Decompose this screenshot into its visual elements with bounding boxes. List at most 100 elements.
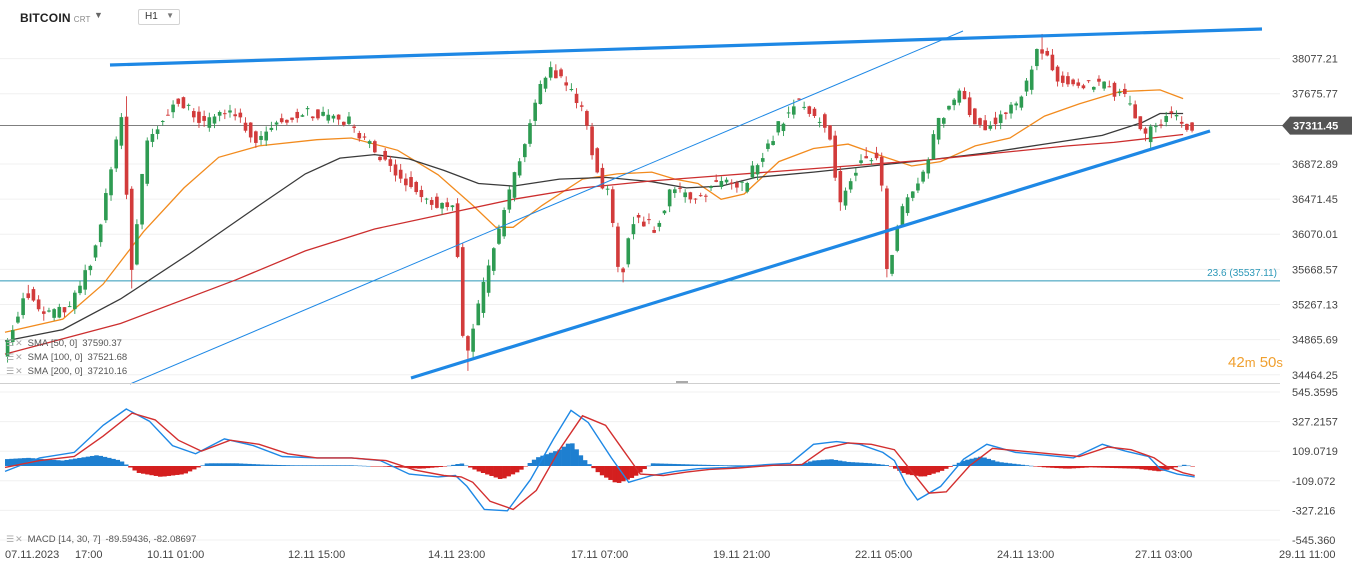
candle-body <box>435 196 439 208</box>
histogram-bar <box>544 454 550 466</box>
candle-body <box>197 111 201 123</box>
histogram-bar <box>582 460 588 466</box>
histogram-bar <box>442 466 448 467</box>
candle-body <box>667 189 672 207</box>
candle-body <box>202 116 206 121</box>
candle-body <box>1050 54 1055 71</box>
candle-body <box>155 129 160 134</box>
candle-body <box>166 114 170 116</box>
sma-100-legend[interactable]: ☰✕ SMA [100, 0] 37521.68 <box>6 352 127 363</box>
histogram-bar <box>591 466 596 469</box>
histogram-bar <box>718 465 724 466</box>
candle-body <box>574 93 579 104</box>
sma-line <box>4 89 1184 333</box>
sma-200-legend[interactable]: ☰✕ SMA [200, 0] 37210.16 <box>6 366 127 377</box>
macd-tick-label: -327.216 <box>1292 505 1335 517</box>
candle-body <box>1097 78 1101 82</box>
timeframe-select[interactable]: H1 ▼ <box>138 9 180 25</box>
price-axis[interactable]: 38077.21 37675.77 36872.89 36471.45 36070.01… <box>1292 54 1338 382</box>
macd-tick-label: -109.072 <box>1292 476 1335 488</box>
lower-channel-trendline[interactable] <box>410 129 1211 380</box>
candle-body <box>497 228 501 244</box>
candle-body <box>57 306 62 318</box>
candle-body <box>279 118 284 123</box>
candle-body <box>1009 104 1013 114</box>
candle-body <box>528 123 532 144</box>
histogram-bar <box>1101 466 1106 468</box>
time-axis[interactable]: 07.11.2023 17:00 10.11 01:00 12.11 15:00 14.… <box>5 549 1335 561</box>
histogram-bar <box>434 466 439 468</box>
macd-axis[interactable]: 545.3595 327.2157 109.0719 -109.072 -327.216… <box>1292 387 1338 547</box>
legend-menu-icon[interactable]: ☰✕ <box>6 366 24 376</box>
candle-body <box>429 200 434 205</box>
candle-body <box>259 135 263 140</box>
candle-body <box>367 141 372 144</box>
histogram-bar <box>888 466 894 467</box>
thin-trendline[interactable] <box>129 30 964 385</box>
candle-body <box>662 210 667 214</box>
histogram-bar <box>918 466 924 477</box>
candle-body <box>88 265 93 271</box>
candle-body <box>998 114 1003 124</box>
legend-menu-icon[interactable]: ☰✕ <box>6 338 24 348</box>
symbol-name[interactable]: BITCOIN CRT <box>20 11 91 25</box>
legend-menu-icon[interactable]: ☰✕ <box>6 352 24 362</box>
histogram-bar <box>880 464 885 466</box>
candle-body <box>766 143 770 149</box>
histogram-bar <box>149 466 155 476</box>
candle-body <box>564 82 569 86</box>
legend-menu-icon[interactable]: ☰✕ <box>6 534 24 544</box>
histogram-bar <box>1139 466 1144 470</box>
histogram-bar <box>977 456 983 466</box>
histogram-bar <box>871 463 877 466</box>
candle-body <box>150 134 155 142</box>
histogram-bar <box>1007 463 1013 466</box>
histogram-bar <box>825 459 830 466</box>
candle-body <box>802 106 806 108</box>
candle-body <box>207 117 212 128</box>
histogram-bar <box>710 464 715 466</box>
histogram-bar <box>684 464 690 466</box>
macd-value-1: -89.59436, <box>105 534 151 545</box>
candle-body <box>1190 122 1194 131</box>
candle-body <box>290 117 294 120</box>
macd-legend[interactable]: ☰✕ MACD [14, 30, 7] -89.59436, -82.08697 <box>6 534 196 545</box>
histogram-bar <box>561 446 567 466</box>
symbol-dropdown-caret-icon[interactable]: ▼ <box>94 10 103 20</box>
pane-resize-handle[interactable] <box>676 381 688 383</box>
histogram-bar <box>816 460 822 466</box>
candle-body <box>978 118 982 125</box>
candle-body <box>714 180 719 182</box>
histogram-bar <box>663 463 669 466</box>
upper-channel-trendline[interactable] <box>109 27 1263 67</box>
candle-body <box>916 183 920 191</box>
sma-50-legend[interactable]: ☰✕ SMA [50, 0] 37590.37 <box>6 338 122 349</box>
histogram-bar <box>1113 466 1119 469</box>
histogram-bar <box>1079 466 1085 468</box>
histogram-bar <box>578 455 584 466</box>
sma-line <box>4 112 1184 342</box>
histogram-bar <box>98 455 104 466</box>
histogram-bar <box>1096 466 1102 468</box>
histogram-bar <box>502 466 507 479</box>
candle-body <box>641 221 646 227</box>
candle-body <box>879 156 884 186</box>
candle-body <box>31 289 36 301</box>
candle-body <box>585 111 589 126</box>
candle-body <box>983 120 987 131</box>
candle-body <box>21 298 25 316</box>
histogram-bar <box>51 459 57 466</box>
sma-100-params: [100, 0] <box>50 352 83 363</box>
histogram-bar <box>485 466 490 475</box>
histogram-bar <box>1147 466 1153 471</box>
price-tick-label: 37675.77 <box>1292 89 1338 101</box>
sma-200-params: [200, 0] <box>50 366 83 377</box>
timer-seconds-unit: s <box>1276 355 1283 370</box>
candle-body <box>5 339 10 357</box>
candle-body <box>1071 79 1075 85</box>
histogram-bar <box>136 466 142 473</box>
candle-body <box>786 112 791 114</box>
histogram-bar <box>264 464 269 466</box>
histogram-bar <box>676 464 681 466</box>
